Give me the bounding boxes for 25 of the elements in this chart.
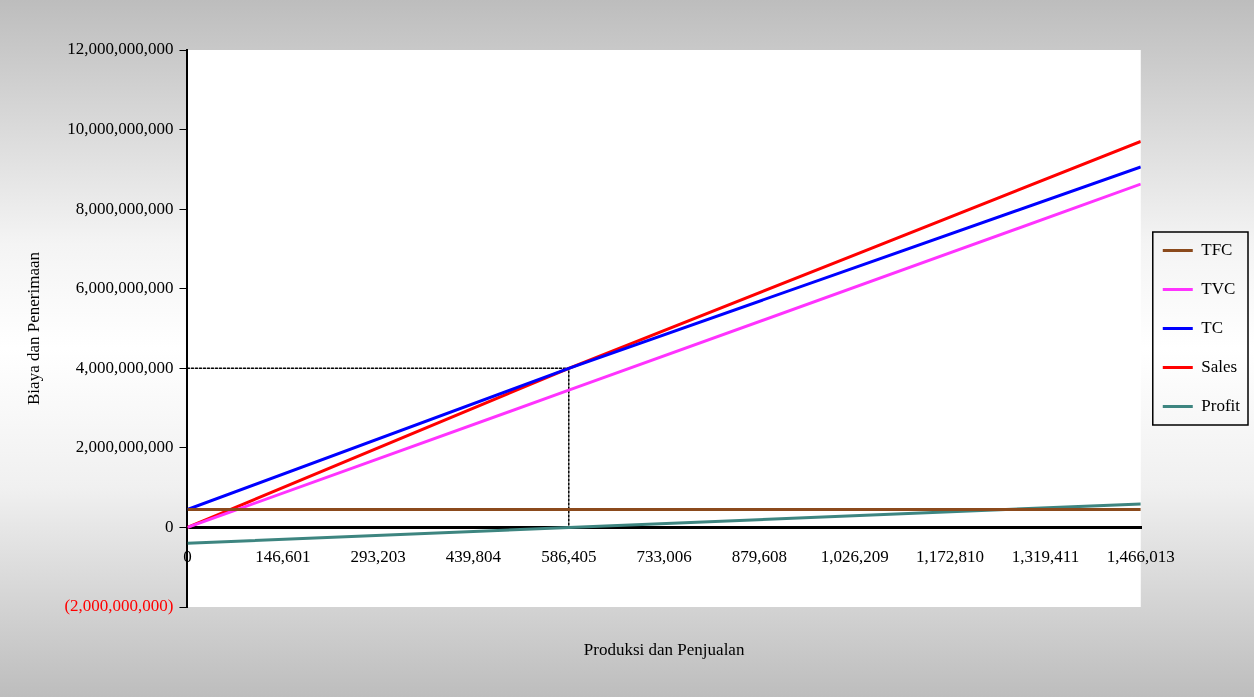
x-tick-label: 1,172,810 — [916, 547, 985, 567]
x-tick-label: 1,466,013 — [1106, 547, 1175, 567]
x-tick-label: 146,601 — [255, 547, 311, 567]
y-tick-label: 4,000,000,000 — [75, 357, 174, 377]
y-tick-label: 8,000,000,000 — [75, 198, 174, 218]
x-axis-title: Produksi dan Penjualan — [583, 640, 745, 660]
y-tick-label: 6,000,000,000 — [75, 278, 174, 298]
x-tick-label: 586,405 — [541, 547, 597, 567]
x-tick-label: 439,804 — [445, 547, 502, 567]
x-tick-label: 293,203 — [350, 547, 406, 567]
y-axis-title: Biaya dan Penerimaan — [23, 251, 43, 405]
x-tick-label: 1,319,411 — [1011, 547, 1080, 567]
y-tick-label: (2,000,000,000) — [64, 596, 174, 616]
x-tick-label: 1,026,209 — [820, 547, 889, 567]
y-tick-label: 12,000,000,000 — [67, 39, 174, 59]
x-tick-label: 733,006 — [636, 547, 692, 567]
y-tick-label: 10,000,000,000 — [67, 119, 174, 139]
legend-label: TFC — [1201, 239, 1233, 259]
legend-label: Sales — [1201, 356, 1238, 376]
y-tick-label: 2,000,000,000 — [75, 437, 174, 457]
legend-label: TVC — [1201, 278, 1236, 298]
legend-label: TC — [1201, 317, 1224, 337]
legend-label: Profit — [1201, 395, 1241, 415]
y-tick-label: 0 — [164, 516, 174, 536]
x-tick-label: 879,608 — [731, 547, 788, 567]
